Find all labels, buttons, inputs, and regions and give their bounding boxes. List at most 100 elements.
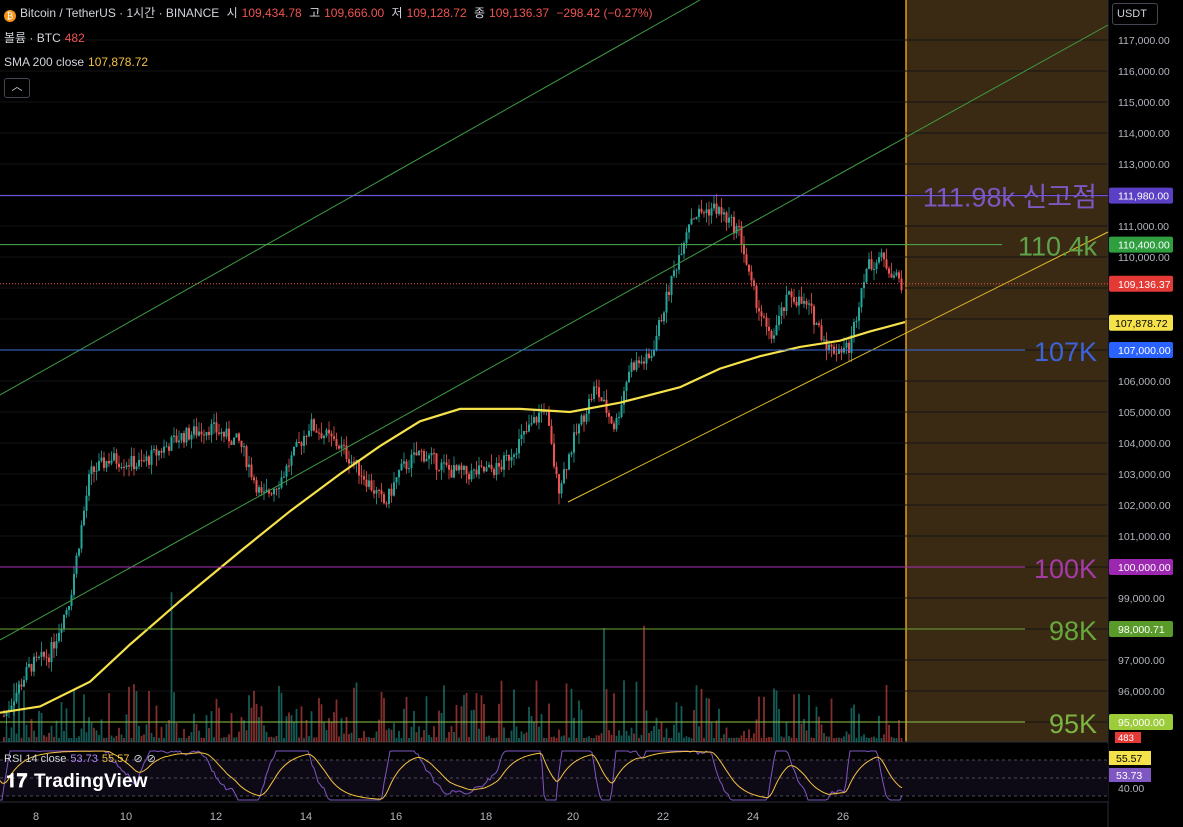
volume-bar <box>685 736 688 742</box>
volume-bar <box>520 731 523 742</box>
symbol-legend: ₿ Bitcoin / TetherUS · 1시간 · BINANCE 시 109… <box>4 6 657 22</box>
candle-body <box>510 456 513 461</box>
volume-bar <box>430 737 433 742</box>
rsi-ma-line <box>0 750 903 800</box>
candle-body <box>433 453 435 455</box>
candle-body <box>690 218 693 225</box>
candle-body <box>440 462 443 471</box>
volume-bar <box>570 688 573 742</box>
candle-body <box>245 446 248 468</box>
volume-bar <box>518 737 520 742</box>
volume-bar <box>333 712 335 742</box>
candle-body <box>150 450 153 465</box>
volume-bar <box>188 735 190 742</box>
volume-bar <box>615 735 618 742</box>
volume-bar <box>130 737 133 742</box>
candle-body <box>598 387 600 398</box>
volume-bar <box>688 737 690 742</box>
sma-value: 107,878.72 <box>88 55 149 69</box>
candle-body <box>145 456 148 462</box>
volume-bar <box>655 717 658 742</box>
candle-body <box>338 445 340 449</box>
volume-bar <box>495 737 498 742</box>
volume-bar <box>848 734 850 742</box>
volume-bar <box>638 737 640 742</box>
candle-body <box>783 307 785 312</box>
candle-body <box>138 459 140 467</box>
candle-body <box>448 464 450 470</box>
candle-body <box>68 605 70 611</box>
volume-bar <box>30 719 33 742</box>
volume-bar <box>665 728 668 742</box>
volume-bar <box>660 721 663 742</box>
volume-bar <box>225 737 228 742</box>
candle-body <box>490 464 493 470</box>
volume-bar <box>433 726 435 742</box>
volume-bar <box>75 737 78 742</box>
candle-body <box>223 432 225 437</box>
support-trend-line <box>567 231 1109 503</box>
candle-body <box>875 262 878 270</box>
volume-bar <box>438 710 440 742</box>
candle-body <box>505 454 508 456</box>
volume-bar <box>400 737 403 742</box>
volume-bar <box>540 714 543 742</box>
volume-bar <box>578 700 580 742</box>
volume-bar <box>808 695 810 742</box>
hide-icon[interactable]: ⊘ <box>133 753 143 765</box>
candle-body <box>50 642 53 663</box>
candle-body <box>380 490 383 495</box>
x-tick-label: 26 <box>837 811 849 823</box>
candle-body <box>40 651 43 657</box>
currency-selector[interactable]: USDT <box>1112 3 1158 25</box>
candle-body <box>438 469 440 471</box>
volume-bar <box>598 735 600 742</box>
settings-icon[interactable]: ⊘ <box>146 753 156 765</box>
volume-bar <box>718 708 720 742</box>
volume-bar <box>88 717 90 742</box>
volume-bar <box>248 695 250 742</box>
x-tick-label: 8 <box>33 811 39 823</box>
candle-body <box>708 209 710 216</box>
candle-body <box>125 465 128 468</box>
volume-bar <box>35 736 38 742</box>
level-label: 98K <box>1049 616 1097 646</box>
channel-lower-line <box>0 24 1109 641</box>
volume-bar <box>533 722 535 742</box>
candle-body <box>473 469 475 471</box>
candle-body <box>480 465 483 467</box>
candle-body <box>278 487 280 490</box>
candle-body <box>675 269 678 271</box>
candle-body <box>365 479 368 487</box>
collapse-legend-button[interactable]: ︿ <box>4 78 30 98</box>
candle-body <box>418 450 420 456</box>
x-tick-label: 10 <box>120 811 132 823</box>
candle-body <box>153 448 155 451</box>
volume-bar <box>408 737 410 742</box>
volume-bar <box>560 736 563 742</box>
volume-bar <box>380 691 383 742</box>
volume-bar <box>45 736 48 742</box>
candle-body <box>343 444 345 446</box>
volume-bar <box>153 737 155 742</box>
volume-bar <box>858 713 860 742</box>
candle-body <box>570 452 573 455</box>
candle-body <box>635 360 638 370</box>
volume-bar <box>403 708 405 742</box>
volume-bar <box>815 706 818 742</box>
candle-body <box>605 399 608 413</box>
candle-body <box>410 454 413 469</box>
volume-bar <box>565 683 568 742</box>
candle-body <box>508 454 510 461</box>
candle-body <box>428 455 430 459</box>
volume-bar <box>503 727 505 742</box>
candle-body <box>348 459 350 464</box>
volume-bar <box>38 710 40 742</box>
y-tick-label: 113,000.00 <box>1118 159 1170 171</box>
candle-body <box>3 715 5 717</box>
candle-body <box>43 651 45 657</box>
candle-body <box>470 470 473 480</box>
candle-body <box>588 398 590 414</box>
volume-bar <box>608 730 610 742</box>
